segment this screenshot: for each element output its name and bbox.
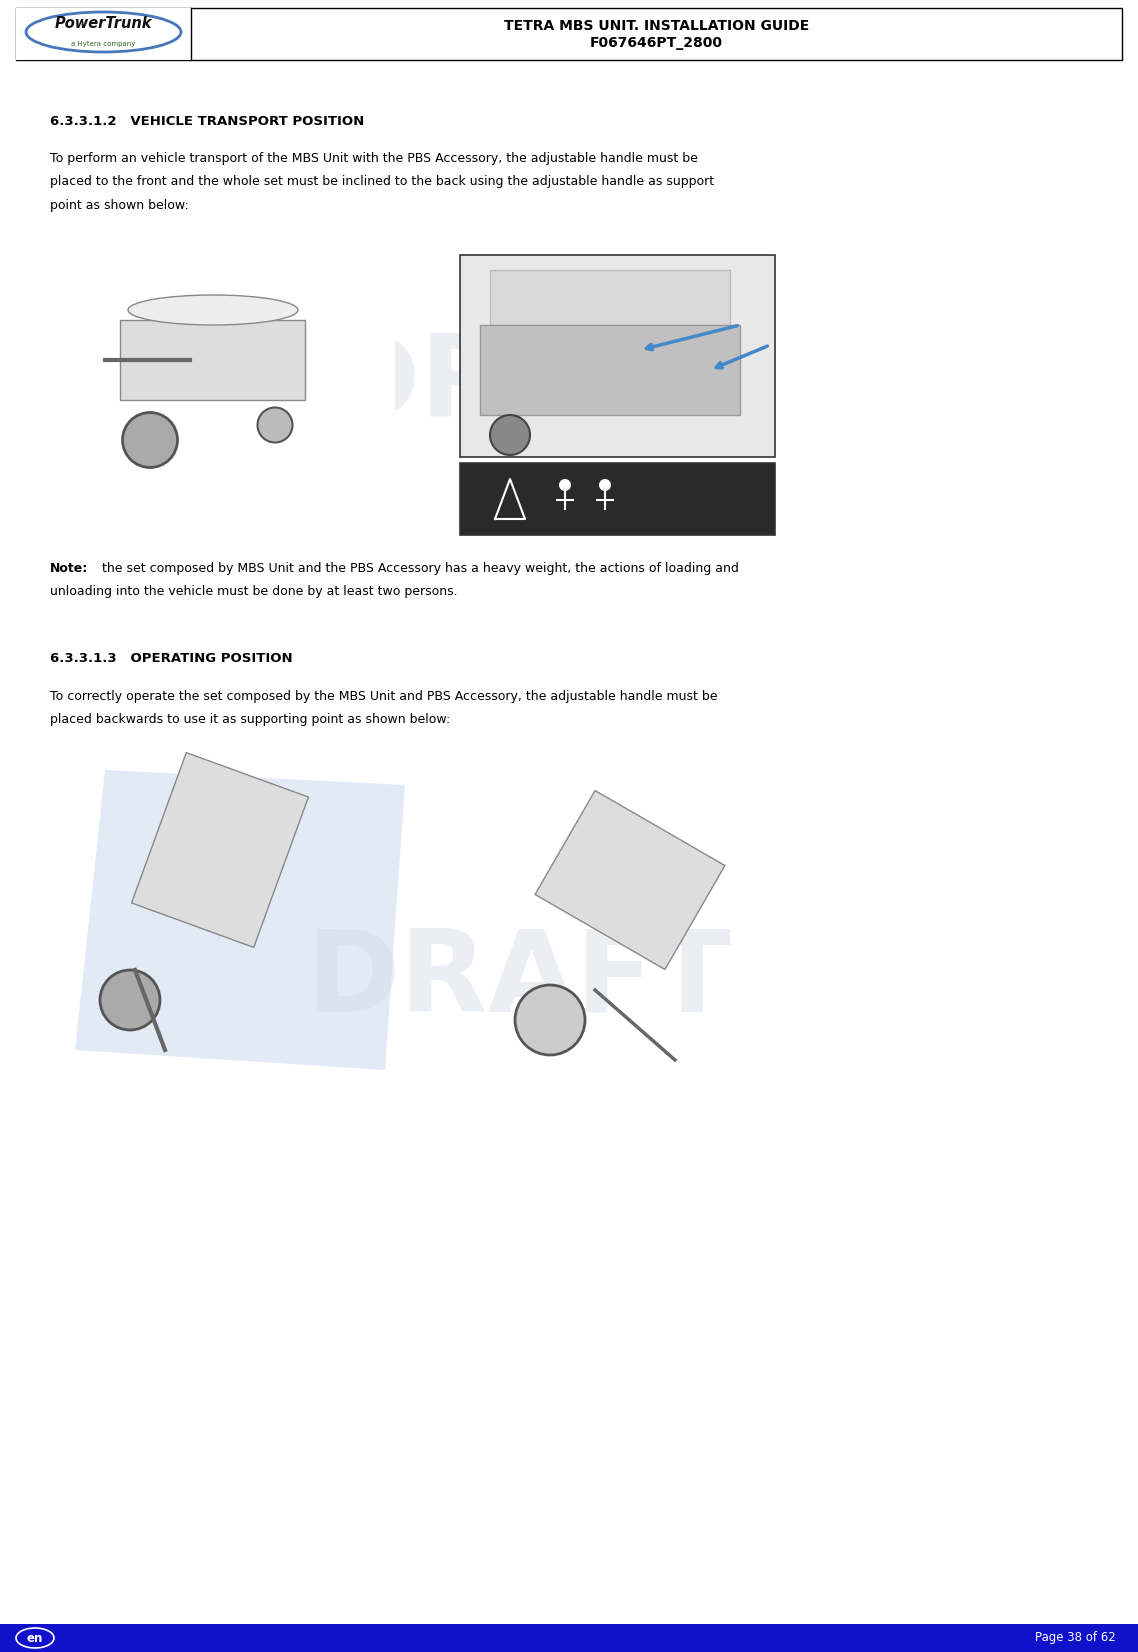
- Bar: [535, 791, 725, 970]
- Bar: [480, 325, 740, 415]
- Text: To correctly operate the set composed by the MBS Unit and PBS Accessory, the adj: To correctly operate the set composed by…: [50, 691, 717, 704]
- Bar: [119, 320, 305, 400]
- Text: point as shown below:: point as shown below:: [50, 198, 189, 211]
- Text: PowerTrunk: PowerTrunk: [55, 17, 152, 31]
- Bar: [16, 8, 1122, 59]
- Ellipse shape: [127, 296, 298, 325]
- Bar: [132, 753, 308, 947]
- Text: unloading into the vehicle must be done by at least two persons.: unloading into the vehicle must be done …: [50, 585, 457, 598]
- Ellipse shape: [599, 479, 611, 491]
- Bar: [50, 230, 395, 515]
- Polygon shape: [75, 770, 405, 1070]
- Text: F067646PT_2800: F067646PT_2800: [589, 36, 723, 50]
- Text: TETRA MBS UNIT. INSTALLATION GUIDE: TETRA MBS UNIT. INSTALLATION GUIDE: [504, 20, 809, 33]
- Bar: [460, 254, 775, 456]
- Ellipse shape: [100, 970, 160, 1029]
- Text: the set composed by MBS Unit and the PBS Accessory has a heavy weight, the actio: the set composed by MBS Unit and the PBS…: [98, 562, 739, 575]
- Text: placed to the front and the whole set must be inclined to the back using the adj: placed to the front and the whole set mu…: [50, 175, 715, 188]
- Ellipse shape: [123, 413, 178, 468]
- Text: DRAFT: DRAFT: [325, 329, 752, 441]
- Bar: [0, 1624, 1138, 1652]
- Text: a Hytera company: a Hytera company: [72, 41, 135, 46]
- Ellipse shape: [516, 985, 585, 1056]
- Text: 6.3.3.1.3   OPERATING POSITION: 6.3.3.1.3 OPERATING POSITION: [50, 653, 292, 666]
- Text: DRAFT: DRAFT: [306, 925, 732, 1036]
- Ellipse shape: [490, 415, 530, 454]
- Text: placed backwards to use it as supporting point as shown below:: placed backwards to use it as supporting…: [50, 714, 451, 727]
- Text: Page 38 of 62: Page 38 of 62: [1036, 1632, 1116, 1644]
- Bar: [460, 463, 775, 535]
- Text: en: en: [27, 1632, 43, 1644]
- Ellipse shape: [559, 479, 571, 491]
- Text: Note:: Note:: [50, 562, 89, 575]
- Bar: [490, 269, 729, 325]
- Text: To perform an vehicle transport of the MBS Unit with the PBS Accessory, the adju: To perform an vehicle transport of the M…: [50, 152, 698, 165]
- Ellipse shape: [257, 408, 292, 443]
- Text: 6.3.3.1.2   VEHICLE TRANSPORT POSITION: 6.3.3.1.2 VEHICLE TRANSPORT POSITION: [50, 116, 364, 127]
- Bar: [16, 8, 191, 59]
